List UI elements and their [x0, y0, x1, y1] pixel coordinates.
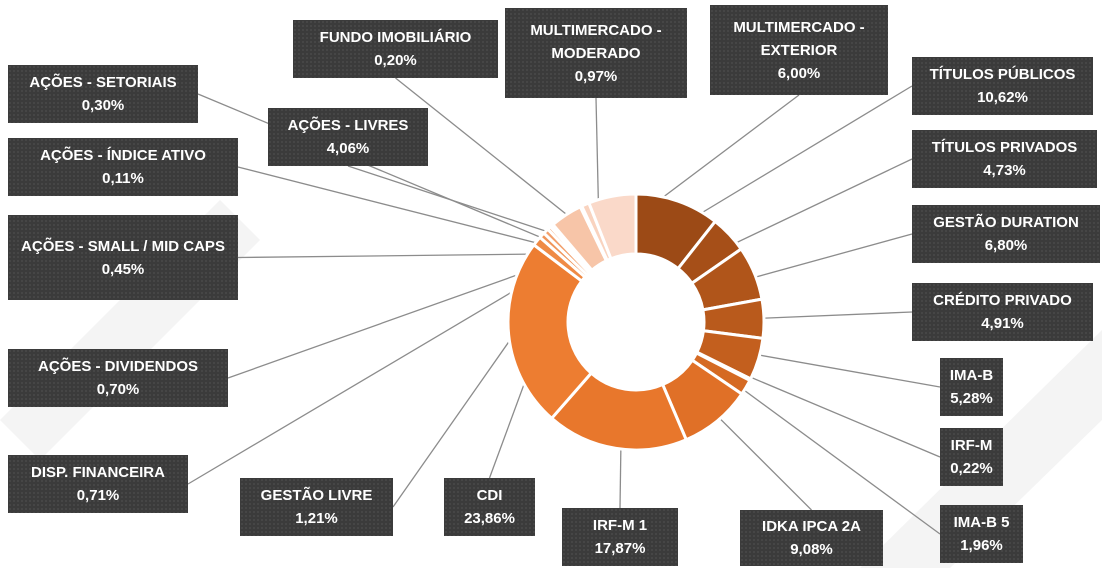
label-value: 6,00% — [777, 64, 821, 82]
leader-line — [187, 258, 568, 485]
label-value: 0,71% — [76, 487, 120, 504]
data-label: IDKA IPCA 2A 9,08% — [740, 510, 883, 566]
label-name: CRÉDITO PRIVADO — [933, 292, 1072, 309]
label-name: DISP. FINANCEIRA — [31, 464, 165, 481]
leader-line — [227, 255, 571, 379]
label-value: 0,20% — [374, 52, 417, 69]
data-label: MULTIMERCADO - EXTERIOR 6,00% — [710, 5, 888, 95]
label-name: IRF-M — [950, 437, 993, 454]
label-value: 5,28% — [950, 390, 993, 407]
data-label: CRÉDITO PRIVADO 4,91% — [912, 283, 1093, 341]
leader-line — [703, 158, 913, 259]
data-label: IRF-M 0,22% — [940, 428, 1003, 486]
data-label: IMA-B 5,28% — [940, 358, 1003, 416]
donut-slice — [586, 192, 638, 261]
label-value: 9,08% — [790, 541, 833, 558]
label-value: 0,22% — [950, 460, 993, 477]
leader-line — [237, 166, 575, 254]
label-name: IMA-B 5 — [953, 514, 1010, 531]
leader-line — [197, 93, 576, 253]
leader-line — [718, 363, 941, 458]
data-label: GESTÃO DURATION 6,80% — [912, 205, 1100, 263]
label-value: 0,30% — [81, 97, 125, 114]
leader-line — [395, 77, 597, 239]
leader-line — [715, 368, 941, 535]
label-value: 6,80% — [984, 237, 1028, 254]
data-label: CDI 23,86% — [444, 478, 535, 536]
data-label: AÇÕES - SMALL / MID CAPS 0,45% — [8, 215, 238, 300]
label-name: AÇÕES - SMALL / MID CAPS — [21, 237, 225, 255]
label-name: GESTÃO DURATION — [933, 214, 1079, 231]
label-name: IMA-B — [949, 367, 994, 384]
label-value: 1,96% — [960, 537, 1003, 554]
leader-line — [237, 252, 573, 259]
data-label: IRF-M 1 17,87% — [562, 508, 678, 566]
label-name: IRF-M 1 — [592, 517, 648, 534]
data-label: AÇÕES - DIVIDENDOS 0,70% — [8, 349, 228, 407]
data-label: TÍTULOS PÚBLICOS 10,62% — [912, 57, 1093, 115]
label-name: AÇÕES - ÍNDICE ATIVO — [40, 147, 206, 164]
label-value: 4,06% — [326, 140, 370, 157]
label-value: 17,87% — [594, 540, 646, 557]
data-label: GESTÃO LIVRE 1,21% — [240, 478, 393, 536]
data-label: AÇÕES - ÍNDICE ATIVO 0,11% — [8, 138, 238, 196]
label-name: AÇÕES - LIVRES — [287, 117, 409, 134]
label-value: 0,97% — [574, 67, 618, 85]
data-label: AÇÕES - LIVRES 4,06% — [268, 108, 428, 166]
label-value: 0,45% — [101, 260, 145, 278]
label-name: FUNDO IMOBILIÁRIO — [319, 29, 472, 46]
label-name: CDI — [476, 487, 503, 504]
leader-line — [666, 85, 913, 235]
data-label: DISP. FINANCEIRA 0,71% — [8, 455, 188, 513]
label-value: 1,21% — [295, 510, 338, 527]
label-name: AÇÕES - DIVIDENDOS — [37, 358, 199, 375]
data-label: TÍTULOS PRIVADOS 4,73% — [912, 130, 1097, 188]
data-label: FUNDO IMOBILIÁRIO 0,20% — [293, 20, 498, 78]
label-name: MULTIMERCADO - MODERADO — [530, 21, 662, 62]
label-name: TÍTULOS PÚBLICOS — [929, 66, 1076, 83]
label-value: 23,86% — [464, 510, 515, 527]
data-label: MULTIMERCADO - MODERADO 0,97% — [505, 8, 687, 98]
label-value: 4,73% — [983, 162, 1026, 179]
label-name: GESTÃO LIVRE — [260, 487, 373, 504]
label-value: 0,70% — [96, 381, 140, 398]
data-label: IMA-B 5 1,96% — [940, 505, 1023, 563]
label-name: MULTIMERCADO - EXTERIOR — [733, 18, 865, 59]
data-label: AÇÕES - SETORIAIS 0,30% — [8, 65, 198, 123]
label-name: TÍTULOS PRIVADOS — [931, 139, 1078, 156]
label-value: 10,62% — [977, 89, 1028, 106]
label-name: IDKA IPCA 2A — [762, 518, 861, 535]
donut-slice — [506, 242, 594, 421]
label-name: AÇÕES - SETORIAIS — [29, 74, 177, 91]
label-value: 4,91% — [981, 315, 1024, 332]
label-value: 0,11% — [102, 170, 144, 187]
